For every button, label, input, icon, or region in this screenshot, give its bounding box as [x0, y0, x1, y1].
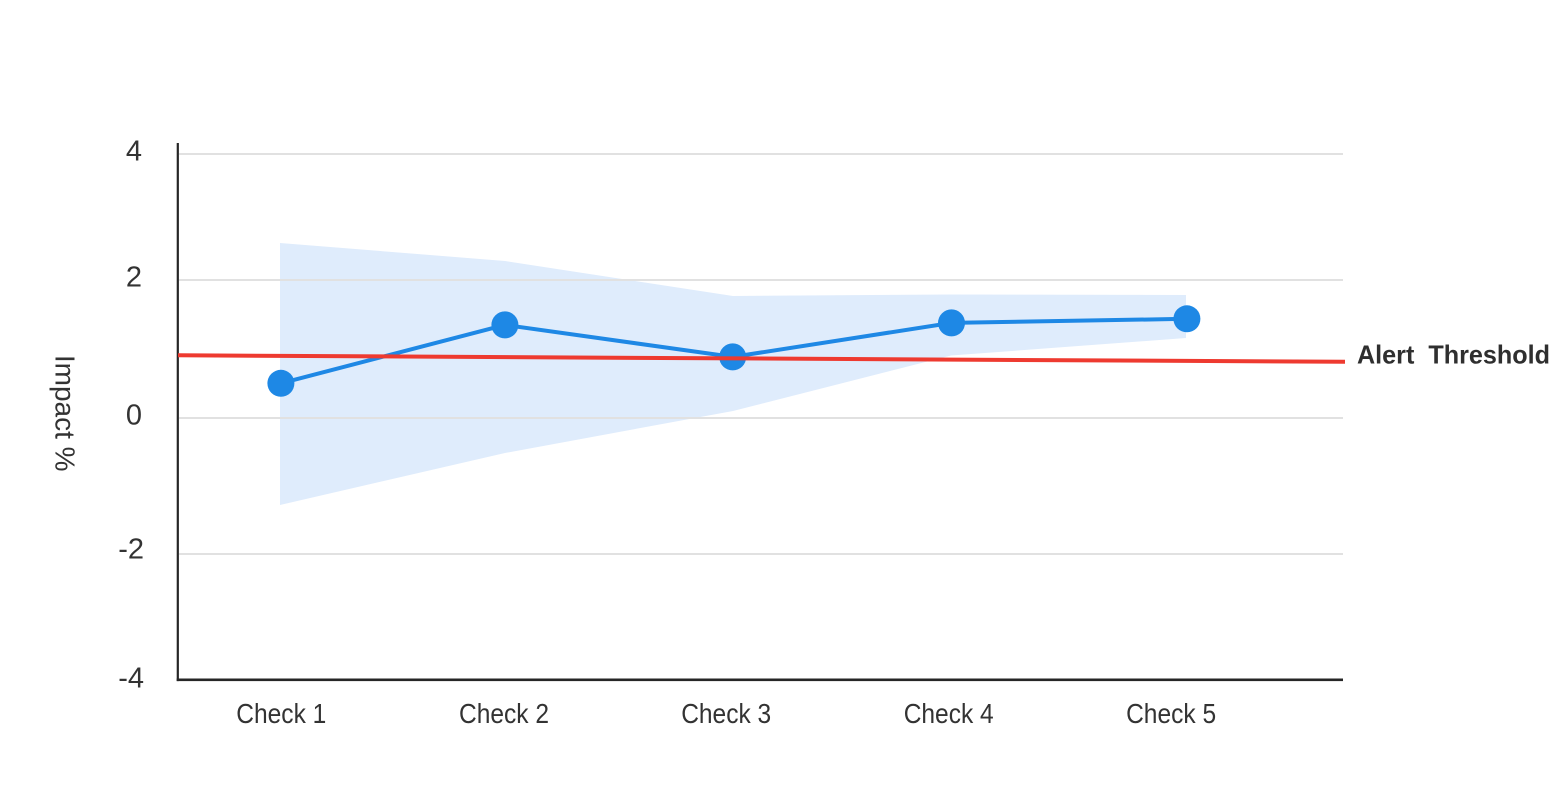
svg-text:Alert Threshold: Alert Threshold	[1357, 339, 1550, 369]
svg-text:0: 0	[126, 400, 142, 432]
svg-text:Check 1: Check 1	[236, 698, 326, 729]
svg-text:Impact %: Impact %	[50, 355, 81, 472]
svg-text:Check 3: Check 3	[681, 698, 771, 729]
svg-text:-4: -4	[118, 663, 144, 695]
svg-text:Check 2: Check 2	[459, 698, 549, 729]
svg-text:2: 2	[126, 261, 142, 293]
svg-text:Check 5: Check 5	[1126, 698, 1216, 729]
svg-text:-2: -2	[118, 534, 144, 566]
svg-text:4: 4	[126, 135, 142, 167]
svg-text:Check 4: Check 4	[904, 698, 994, 729]
